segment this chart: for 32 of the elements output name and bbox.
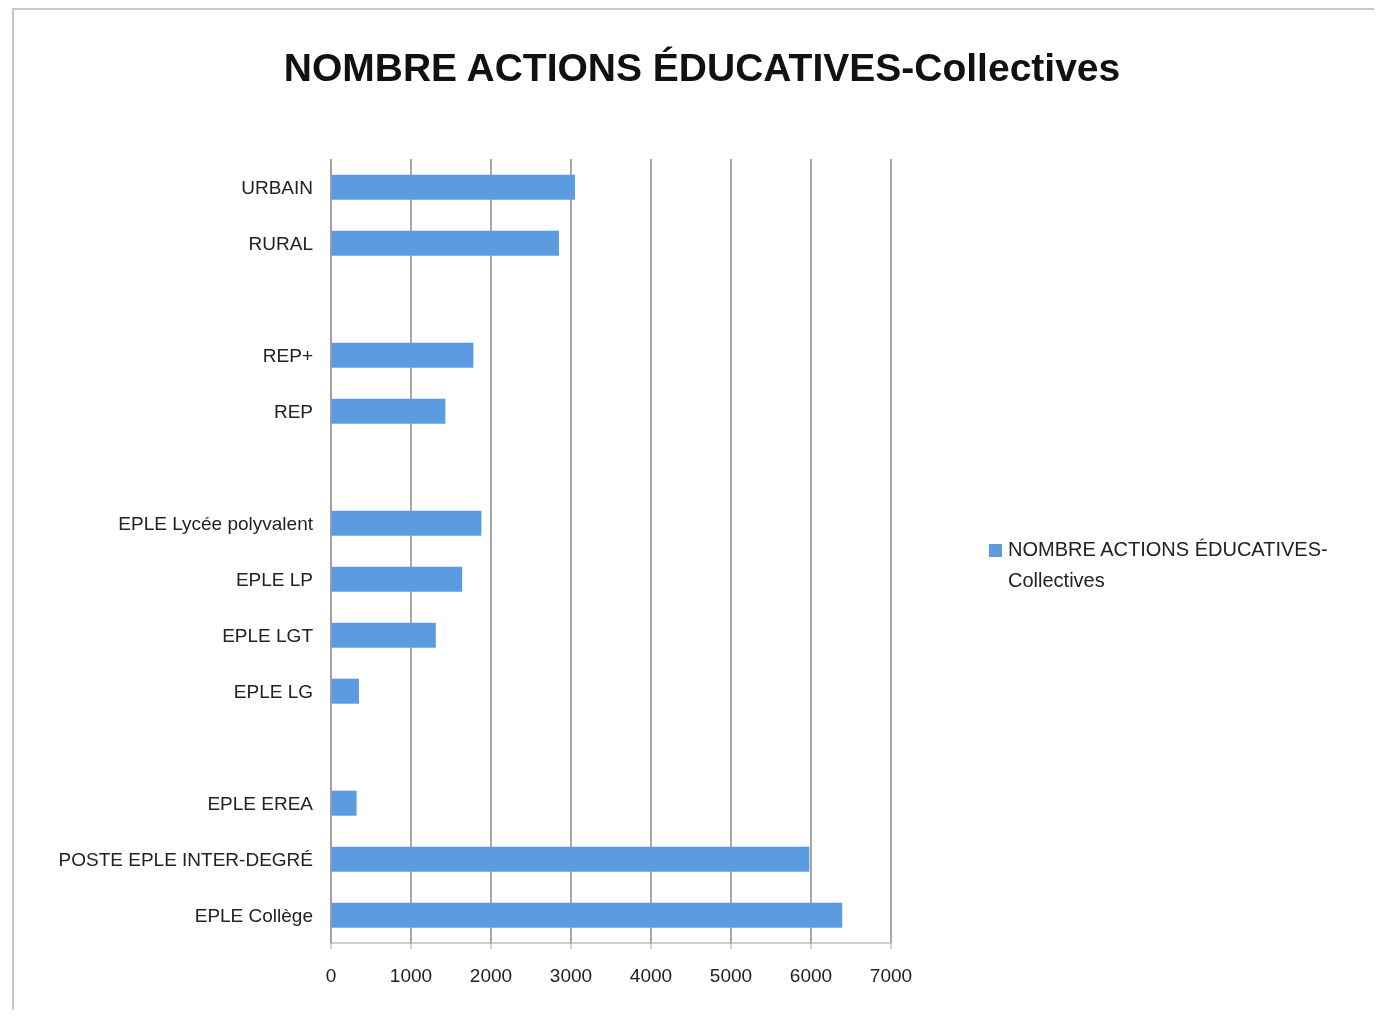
y-tick-label: EPLE LG bbox=[233, 680, 313, 702]
y-tick-label: RURAL bbox=[248, 232, 313, 254]
bar bbox=[331, 622, 436, 648]
x-tick-label: 1000 bbox=[389, 965, 433, 987]
bar bbox=[331, 510, 482, 536]
x-tick-label: 5000 bbox=[709, 965, 753, 987]
x-tick-label: 2000 bbox=[469, 965, 513, 987]
bar bbox=[331, 790, 357, 816]
y-tick-label: EPLE LGT bbox=[222, 624, 314, 646]
y-tick-label: REP+ bbox=[262, 344, 313, 366]
bar bbox=[331, 174, 575, 200]
x-tick-label: 4000 bbox=[629, 965, 673, 987]
y-tick-label: EPLE Collège bbox=[194, 904, 313, 926]
y-tick-label: EPLE LP bbox=[235, 568, 313, 590]
bar bbox=[331, 342, 474, 368]
legend-label: NOMBRE ACTIONS ÉDUCATIVES-Collectives bbox=[1008, 537, 1329, 593]
bar bbox=[331, 846, 810, 872]
x-tick-label: 0 bbox=[325, 965, 337, 987]
bar bbox=[331, 398, 446, 424]
y-tick-label: REP bbox=[273, 400, 313, 422]
y-tick-label: EPLE Lycée polyvalent bbox=[118, 512, 314, 534]
x-tick-label: 6000 bbox=[789, 965, 833, 987]
y-tick-label: URBAIN bbox=[241, 176, 313, 198]
bar bbox=[331, 566, 463, 592]
bar bbox=[331, 902, 843, 928]
bar bbox=[331, 678, 359, 704]
y-tick-label: POSTE EPLE INTER-DEGRÉ bbox=[58, 848, 313, 870]
bar bbox=[331, 230, 559, 256]
y-tick-label: EPLE EREA bbox=[207, 792, 314, 814]
x-tick-label: 7000 bbox=[869, 965, 913, 987]
x-tick-label: 3000 bbox=[549, 965, 593, 987]
chart-title: NOMBRE ACTIONS ÉDUCATIVES-Collectives bbox=[282, 46, 1122, 90]
